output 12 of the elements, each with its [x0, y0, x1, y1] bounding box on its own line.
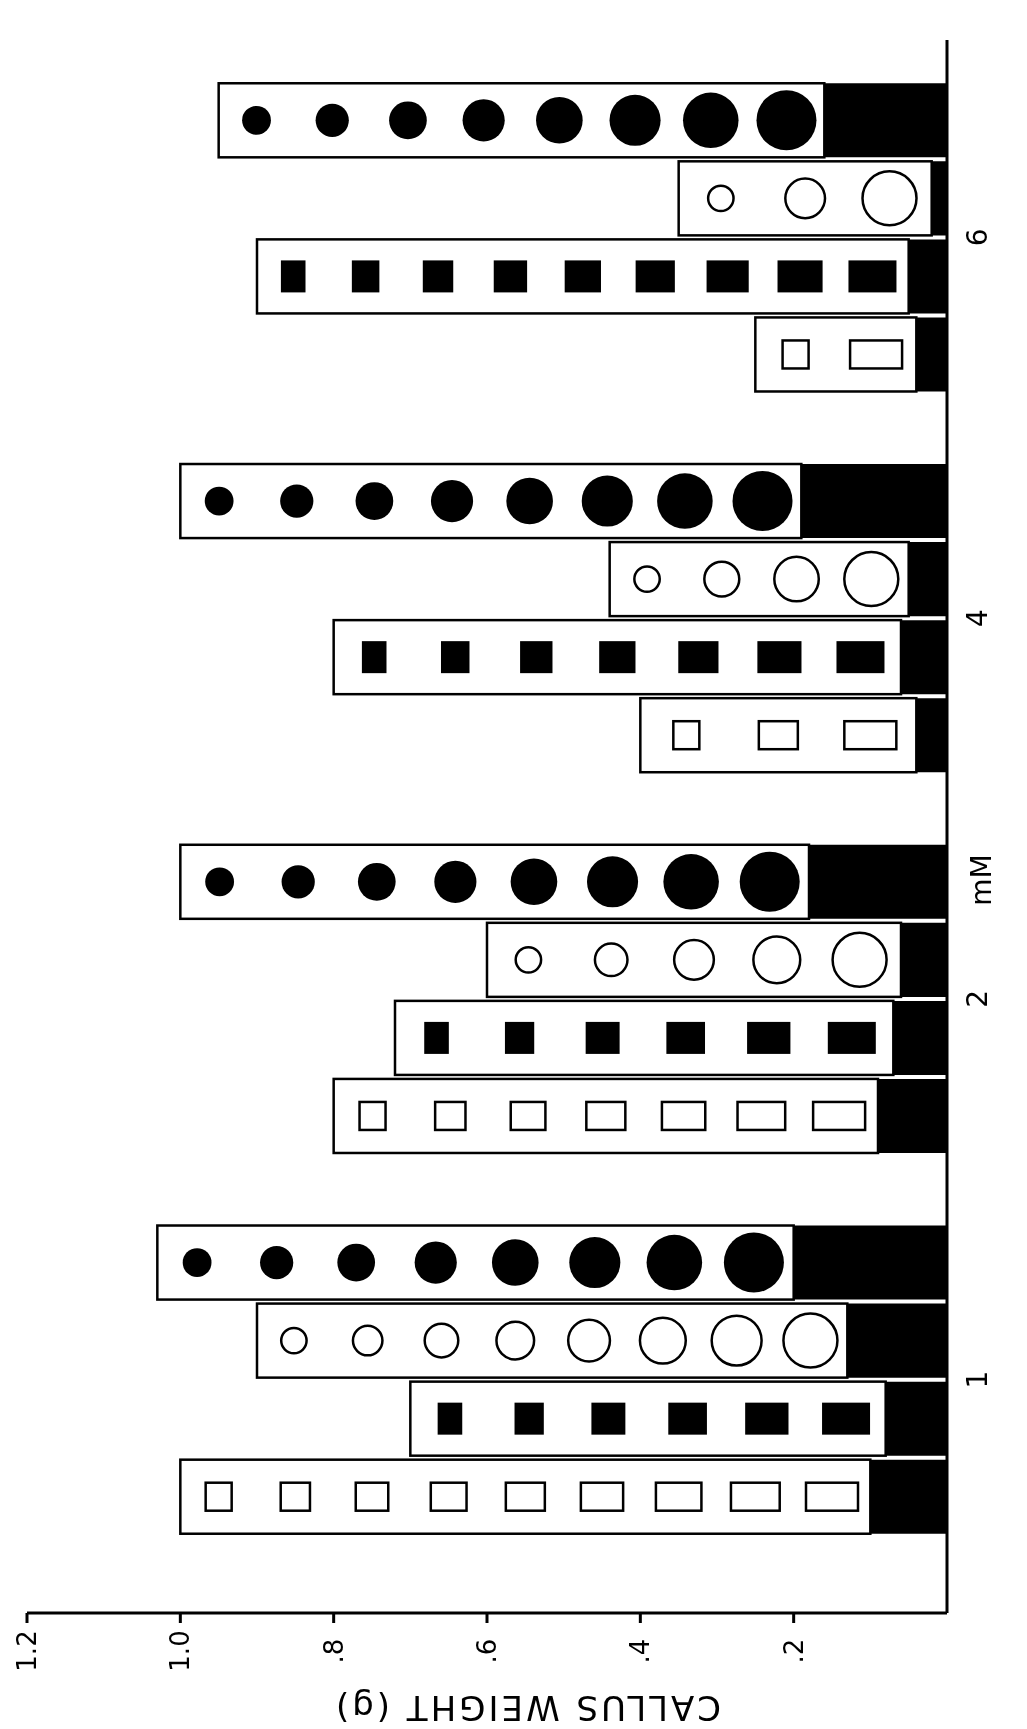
x-tick-label: .2 [778, 1638, 809, 1664]
x-tick-label: .6 [472, 1638, 502, 1664]
y-tick-label: 2 [960, 989, 994, 1008]
x-axis-title: CALLUS WEIGHT (g) [332, 1688, 722, 1728]
y-tick-label: 4 [960, 609, 994, 628]
y-tick-label: 1 [960, 1370, 994, 1389]
x-tick-label: .8 [318, 1638, 349, 1664]
x-tick-label: 1.2 [12, 1630, 42, 1672]
y-axis-title: mM [964, 854, 998, 906]
x-tick-label: 1.0 [165, 1630, 196, 1672]
x-tick-label: .4 [625, 1638, 656, 1664]
y-tick-label: 6 [960, 228, 994, 247]
